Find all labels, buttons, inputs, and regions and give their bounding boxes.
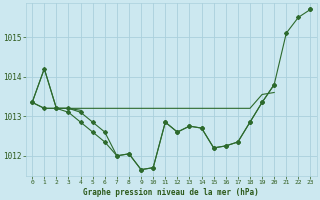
X-axis label: Graphe pression niveau de la mer (hPa): Graphe pression niveau de la mer (hPa) bbox=[84, 188, 259, 197]
